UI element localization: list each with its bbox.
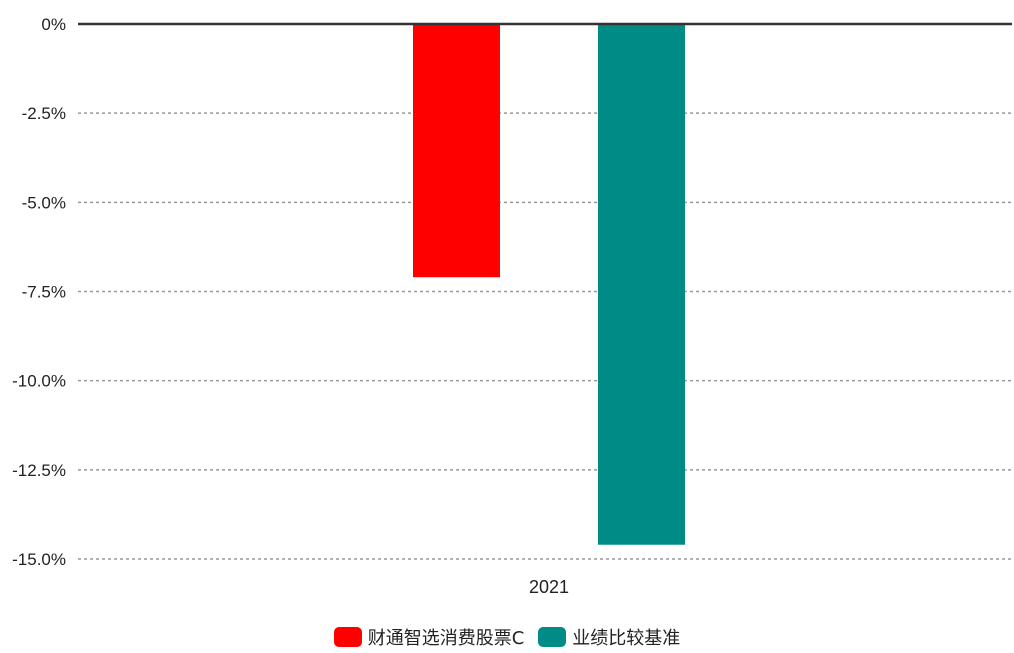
y-tick-label: -5.0% [22, 193, 66, 212]
legend-label: 财通智选消费股票C [367, 628, 525, 649]
y-tick-label: -2.5% [22, 104, 66, 123]
y-tick-label: -7.5% [22, 283, 66, 302]
bar-chart: 0% -2.5% -5.0% -7.5% -10.0% -12.5% -15.0% 2021 [12, 15, 1012, 597]
x-tick-label: 2021 [529, 577, 569, 597]
y-tick-label: -12.5% [12, 461, 66, 480]
gridlines [78, 112, 1012, 560]
y-tick-label: -10.0% [12, 372, 66, 391]
legend-swatch-red [333, 627, 362, 647]
legend-item-benchmark: 业绩比较基准 [538, 624, 680, 650]
legend: 财通智选消费股票C 业绩比较基准 [0, 622, 1014, 652]
bars [413, 24, 685, 545]
y-axis-ticks: 0% -2.5% -5.0% -7.5% -10.0% -12.5% -15.0% [12, 15, 66, 569]
y-tick-label: -15.0% [12, 550, 66, 569]
legend-item-fund: 财通智选消费股票C [333, 624, 525, 650]
bar-benchmark [598, 24, 685, 545]
y-tick-label: 0% [41, 15, 66, 34]
legend-swatch-teal [538, 627, 567, 647]
bar-fund [413, 24, 500, 278]
legend-label: 业绩比较基准 [572, 628, 681, 649]
